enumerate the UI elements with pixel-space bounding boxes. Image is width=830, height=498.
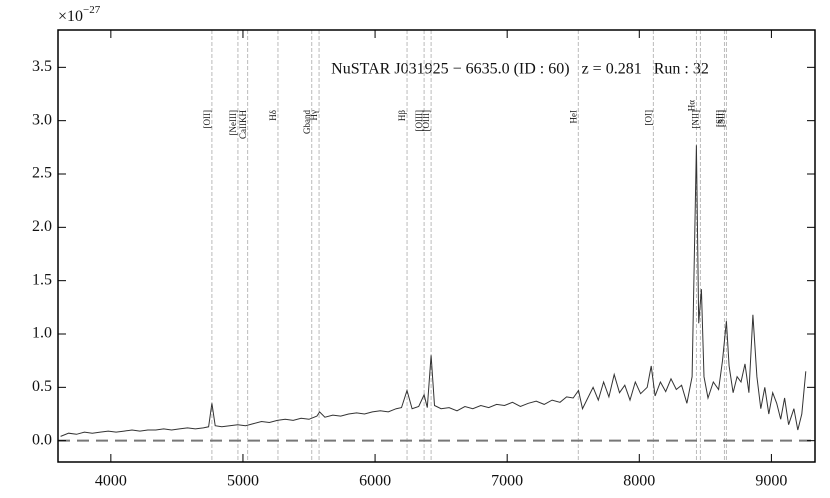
emission-line-label: Hβ — [397, 110, 407, 121]
emission-line-label: HeI — [568, 110, 578, 124]
emission-line-label: Hγ — [309, 110, 319, 120]
plot-frame — [57, 29, 816, 463]
emission-line-label: [OIII] — [414, 110, 424, 132]
y-tick-label: 3.5 — [32, 58, 52, 75]
y-tick-label: 2.0 — [32, 218, 52, 235]
emission-line-label: CaIIKH — [238, 110, 248, 139]
x-tick-label: 5000 — [227, 473, 259, 490]
emission-line-label: [SII] — [716, 110, 726, 127]
emission-line-label: Gband — [302, 110, 312, 134]
axis-multiplier: ×10−27 — [58, 4, 101, 25]
y-tick-label: 0.5 — [32, 378, 52, 395]
x-tick-label: 4000 — [95, 473, 127, 490]
x-tick-label: 8000 — [623, 473, 655, 490]
emission-line-label: Hδ — [268, 110, 278, 121]
emission-line-label: [NeIII] — [228, 110, 238, 135]
emission-line-label: [OIII] — [421, 110, 431, 132]
x-tick-label: 6000 — [359, 473, 391, 490]
y-tick-label: 2.5 — [32, 165, 52, 182]
x-tick-label: 9000 — [755, 473, 787, 490]
y-tick-label: 1.5 — [32, 271, 52, 288]
x-tick-label: 7000 — [491, 473, 523, 490]
y-tick-label: 3.0 — [32, 111, 52, 128]
y-tick-label: 1.0 — [32, 325, 52, 342]
emission-line-label: [OI] — [643, 110, 653, 126]
emission-line-label: Hα — [686, 100, 696, 111]
chart-title: NuSTAR J031925 − 6635.0 (ID : 60) z = 0.… — [331, 61, 709, 78]
spectrum-line — [60, 145, 807, 437]
y-tick-label: 0.0 — [32, 431, 52, 448]
emission-line-label: [NII] — [690, 110, 700, 129]
multiplier-exponent: −27 — [83, 4, 101, 16]
emission-line-label: [OII] — [202, 110, 212, 129]
emission-line-label: [SII] — [714, 110, 724, 127]
multiplier-base: ×10 — [58, 8, 83, 25]
